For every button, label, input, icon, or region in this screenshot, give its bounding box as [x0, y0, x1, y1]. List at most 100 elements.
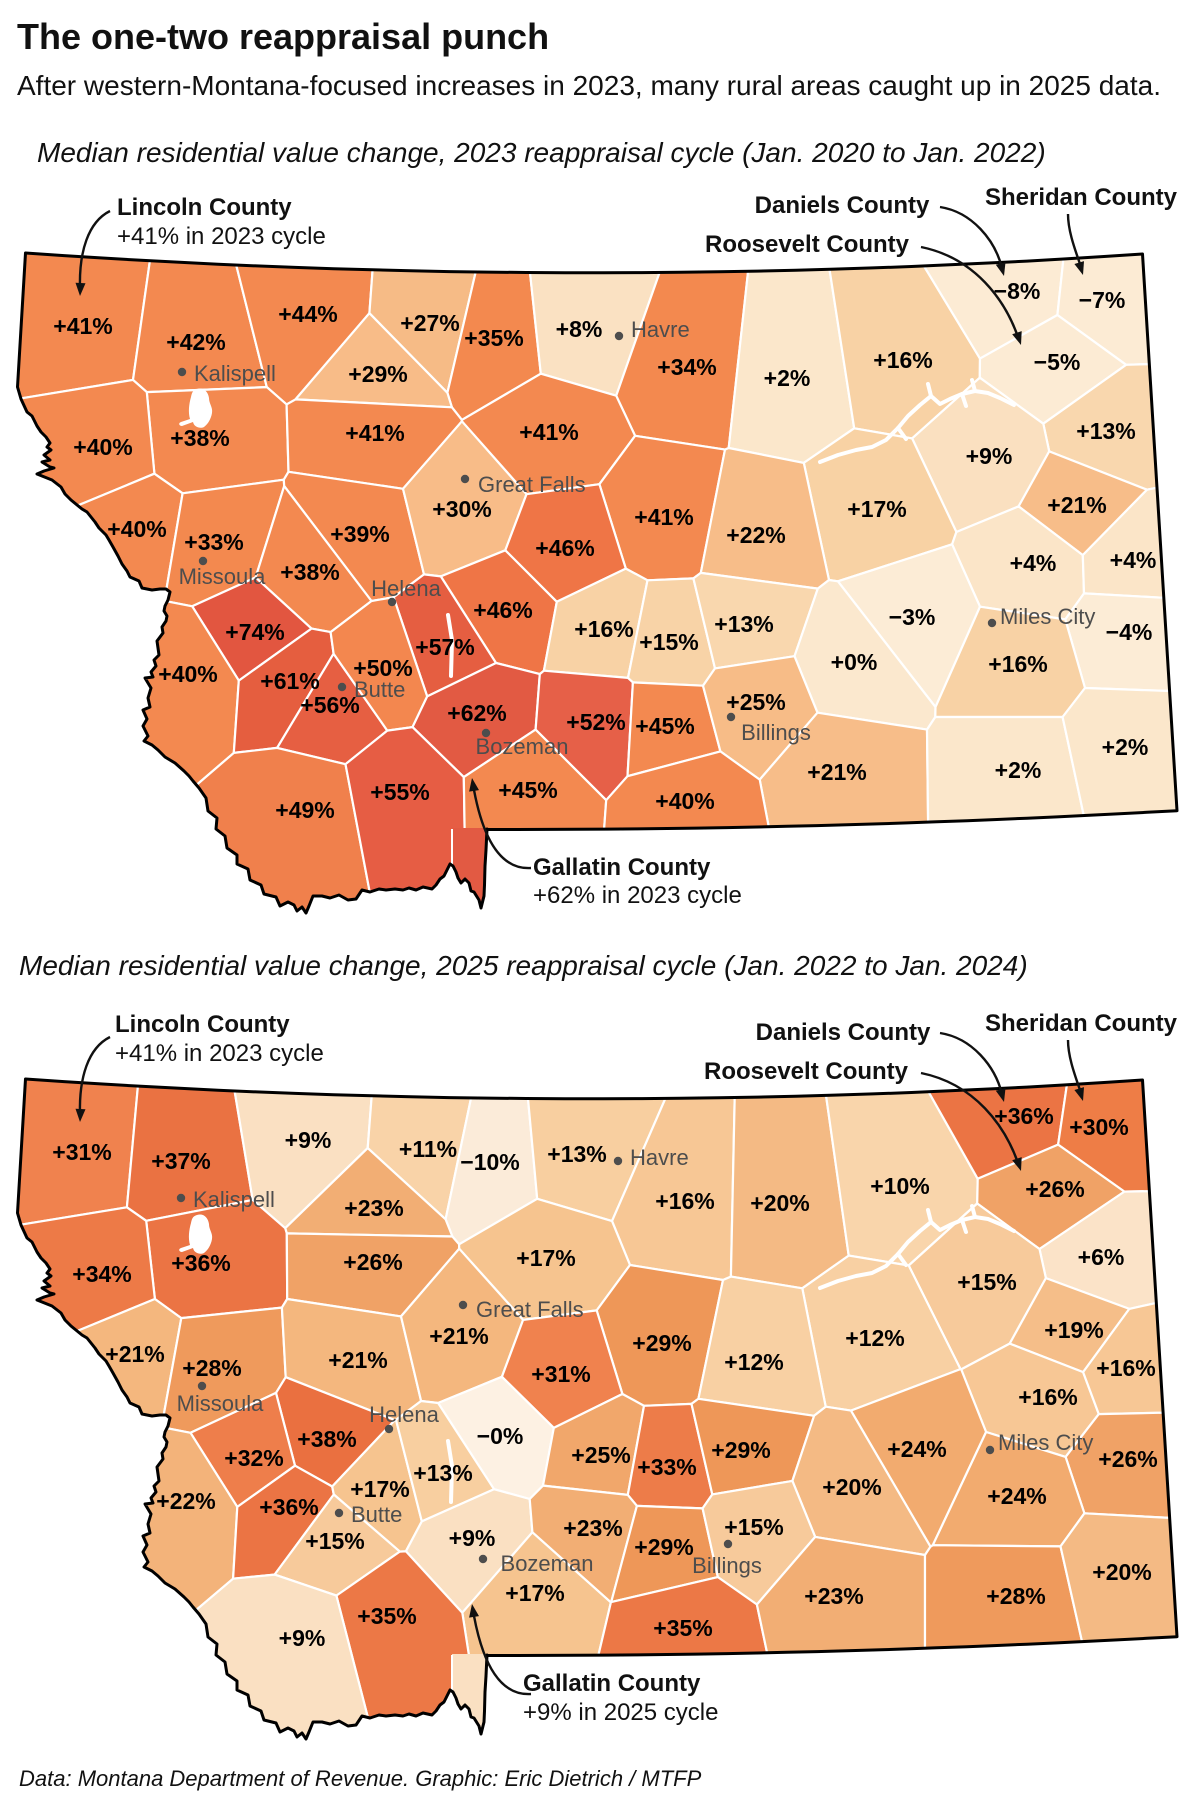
svg-text:+55%: +55% [370, 779, 429, 805]
svg-text:+41% in 2023 cycle: +41% in 2023 cycle [117, 223, 326, 250]
svg-text:+13%: +13% [413, 1460, 472, 1486]
svg-text:+2%: +2% [1102, 734, 1149, 760]
svg-text:+9%: +9% [285, 1127, 332, 1153]
svg-text:Median residential value chang: Median residential value change, 2023 re… [37, 137, 1046, 168]
svg-text:Havre: Havre [631, 317, 690, 342]
svg-text:+0%: +0% [831, 649, 878, 675]
svg-text:+40%: +40% [158, 661, 217, 687]
svg-text:+16%: +16% [655, 1188, 714, 1214]
svg-text:+32%: +32% [224, 1445, 283, 1471]
svg-text:+33%: +33% [637, 1454, 696, 1480]
svg-text:+25%: +25% [726, 689, 785, 715]
svg-text:+22%: +22% [156, 1488, 215, 1514]
svg-text:+38%: +38% [170, 425, 229, 451]
svg-text:−4%: −4% [1106, 619, 1153, 645]
svg-text:+13%: +13% [714, 611, 773, 637]
svg-text:+42%: +42% [166, 329, 225, 355]
svg-text:+10%: +10% [870, 1173, 929, 1199]
svg-text:Bozeman: Bozeman [476, 734, 569, 759]
svg-text:Data: Montana Department of Re: Data: Montana Department of Revenue. Gra… [19, 1766, 702, 1791]
svg-text:Roosevelt County: Roosevelt County [704, 1058, 909, 1085]
svg-text:+29%: +29% [711, 1437, 770, 1463]
svg-text:Lincoln County: Lincoln County [117, 194, 292, 221]
svg-text:+20%: +20% [1092, 1559, 1151, 1585]
svg-text:+25%: +25% [571, 1442, 630, 1468]
svg-text:+37%: +37% [151, 1148, 210, 1174]
svg-text:+39%: +39% [330, 521, 389, 547]
svg-text:+41%: +41% [519, 419, 578, 445]
svg-text:+4%: +4% [1010, 550, 1057, 576]
svg-text:Bozeman: Bozeman [501, 1551, 594, 1576]
svg-text:Kalispell: Kalispell [193, 1187, 275, 1212]
svg-text:−0%: −0% [477, 1423, 524, 1449]
svg-text:+9%: +9% [966, 443, 1013, 469]
svg-text:+16%: +16% [574, 616, 633, 642]
svg-text:Helena: Helena [369, 1402, 439, 1427]
svg-text:Great Falls: Great Falls [476, 1297, 584, 1322]
svg-text:+28%: +28% [986, 1583, 1045, 1609]
svg-text:+21%: +21% [1047, 492, 1106, 518]
svg-text:+35%: +35% [464, 325, 523, 351]
svg-text:Sheridan County: Sheridan County [985, 1010, 1178, 1037]
svg-text:+24%: +24% [887, 1436, 946, 1462]
svg-text:+16%: +16% [873, 347, 932, 373]
svg-text:+62% in 2023 cycle: +62% in 2023 cycle [533, 882, 742, 909]
svg-text:+46%: +46% [473, 597, 532, 623]
svg-text:+41% in 2023 cycle: +41% in 2023 cycle [115, 1040, 324, 1067]
svg-text:Median residential value chang: Median residential value change, 2025 re… [19, 950, 1028, 981]
svg-text:+26%: +26% [1025, 1176, 1084, 1202]
svg-text:+34%: +34% [657, 354, 716, 380]
svg-text:−8%: −8% [994, 278, 1041, 304]
svg-text:+15%: +15% [305, 1528, 364, 1554]
svg-text:+22%: +22% [726, 522, 785, 548]
svg-text:+15%: +15% [639, 629, 698, 655]
svg-text:+16%: +16% [1096, 1355, 1155, 1381]
svg-text:+17%: +17% [516, 1245, 575, 1271]
svg-text:Billings: Billings [692, 1553, 762, 1578]
svg-text:+41%: +41% [53, 313, 112, 339]
svg-text:+21%: +21% [807, 759, 866, 785]
svg-text:+8%: +8% [556, 316, 603, 342]
svg-text:Havre: Havre [630, 1145, 689, 1170]
svg-text:+36%: +36% [259, 1494, 318, 1520]
svg-text:+29%: +29% [634, 1534, 693, 1560]
svg-text:+62%: +62% [447, 700, 506, 726]
svg-text:−3%: −3% [889, 604, 936, 630]
svg-text:+20%: +20% [750, 1190, 809, 1216]
svg-text:+19%: +19% [1044, 1317, 1103, 1343]
svg-text:−7%: −7% [1079, 287, 1126, 313]
svg-text:+21%: +21% [105, 1341, 164, 1367]
svg-text:+35%: +35% [653, 1615, 712, 1641]
svg-text:+30%: +30% [432, 496, 491, 522]
svg-text:+12%: +12% [845, 1325, 904, 1351]
svg-text:Gallatin County: Gallatin County [523, 1670, 701, 1697]
svg-text:+9%: +9% [449, 1525, 496, 1551]
svg-text:The one-two reappraisal punch: The one-two reappraisal punch [17, 16, 549, 57]
svg-text:+41%: +41% [345, 420, 404, 446]
svg-text:+29%: +29% [348, 361, 407, 387]
svg-text:+21%: +21% [429, 1323, 488, 1349]
svg-text:Gallatin County: Gallatin County [533, 854, 711, 881]
svg-text:Helena: Helena [371, 576, 441, 601]
svg-text:+45%: +45% [635, 713, 694, 739]
svg-text:+23%: +23% [804, 1583, 863, 1609]
svg-text:+57%: +57% [415, 634, 474, 660]
svg-text:+30%: +30% [1069, 1114, 1128, 1140]
svg-text:+33%: +33% [184, 529, 243, 555]
svg-text:+56%: +56% [300, 692, 359, 718]
svg-text:+6%: +6% [1078, 1244, 1125, 1270]
svg-text:+50%: +50% [353, 655, 412, 681]
svg-text:Roosevelt County: Roosevelt County [705, 231, 910, 258]
svg-text:+15%: +15% [724, 1514, 783, 1540]
svg-text:+40%: +40% [73, 434, 132, 460]
svg-text:+52%: +52% [566, 709, 625, 735]
svg-text:+46%: +46% [535, 535, 594, 561]
svg-text:+38%: +38% [280, 559, 339, 585]
svg-text:+44%: +44% [278, 301, 337, 327]
svg-text:Missoula: Missoula [177, 1391, 265, 1416]
svg-text:+38%: +38% [297, 1426, 356, 1452]
svg-text:+31%: +31% [52, 1139, 111, 1165]
svg-text:+41%: +41% [634, 504, 693, 530]
svg-text:Daniels County: Daniels County [756, 1019, 931, 1046]
svg-text:−5%: −5% [1034, 349, 1081, 375]
